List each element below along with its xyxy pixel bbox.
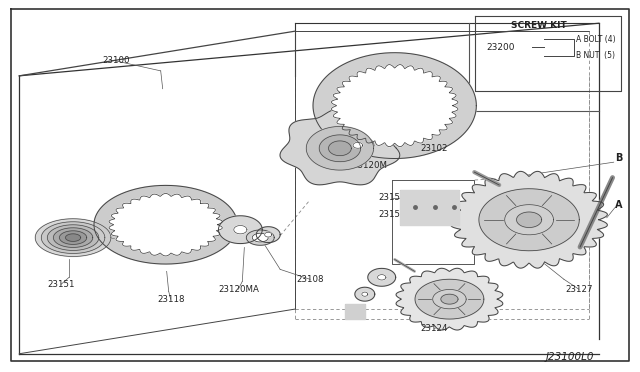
Text: 23102: 23102: [420, 144, 448, 153]
Polygon shape: [362, 292, 368, 296]
Text: A: A: [615, 200, 623, 210]
Text: B: B: [615, 153, 622, 163]
Polygon shape: [479, 189, 579, 251]
Polygon shape: [355, 287, 375, 301]
Polygon shape: [252, 233, 268, 242]
Polygon shape: [516, 212, 541, 228]
Polygon shape: [265, 232, 272, 237]
Text: 23156: 23156: [378, 210, 405, 219]
Polygon shape: [328, 141, 351, 155]
Polygon shape: [280, 109, 400, 185]
Polygon shape: [433, 289, 466, 309]
Text: 23151: 23151: [47, 280, 75, 289]
Polygon shape: [307, 126, 374, 170]
Polygon shape: [313, 53, 476, 158]
Polygon shape: [342, 135, 374, 155]
Polygon shape: [218, 216, 262, 244]
Polygon shape: [396, 268, 503, 330]
Text: 23120MA: 23120MA: [218, 285, 259, 294]
Text: 23200: 23200: [486, 42, 515, 52]
Text: SCREW KIT: SCREW KIT: [511, 21, 567, 30]
Polygon shape: [109, 193, 222, 256]
Polygon shape: [378, 275, 386, 280]
Text: 23124: 23124: [420, 324, 448, 333]
Polygon shape: [505, 205, 554, 235]
Text: 23120M: 23120M: [352, 161, 387, 170]
Polygon shape: [451, 171, 607, 268]
Polygon shape: [246, 230, 274, 245]
Polygon shape: [35, 219, 111, 256]
Text: 23118: 23118: [157, 295, 184, 304]
Text: B NUT  (5): B NUT (5): [576, 51, 615, 61]
Text: 23100: 23100: [102, 57, 130, 65]
Polygon shape: [47, 225, 99, 250]
Polygon shape: [332, 65, 458, 147]
Polygon shape: [94, 185, 237, 264]
Polygon shape: [441, 294, 458, 304]
Polygon shape: [345, 304, 365, 319]
Text: J23100L0: J23100L0: [545, 352, 594, 362]
Text: 23108: 23108: [296, 275, 324, 284]
Text: 23156: 23156: [378, 193, 405, 202]
Polygon shape: [319, 135, 360, 162]
Polygon shape: [60, 231, 86, 244]
Polygon shape: [415, 279, 484, 319]
Polygon shape: [399, 190, 460, 225]
Polygon shape: [42, 222, 105, 253]
Polygon shape: [53, 228, 93, 247]
Polygon shape: [353, 142, 363, 148]
Text: 23127: 23127: [565, 285, 593, 294]
Text: A BOLT (4): A BOLT (4): [576, 35, 616, 44]
Polygon shape: [234, 225, 247, 234]
Polygon shape: [65, 234, 81, 241]
Polygon shape: [256, 227, 280, 243]
Polygon shape: [368, 268, 396, 286]
